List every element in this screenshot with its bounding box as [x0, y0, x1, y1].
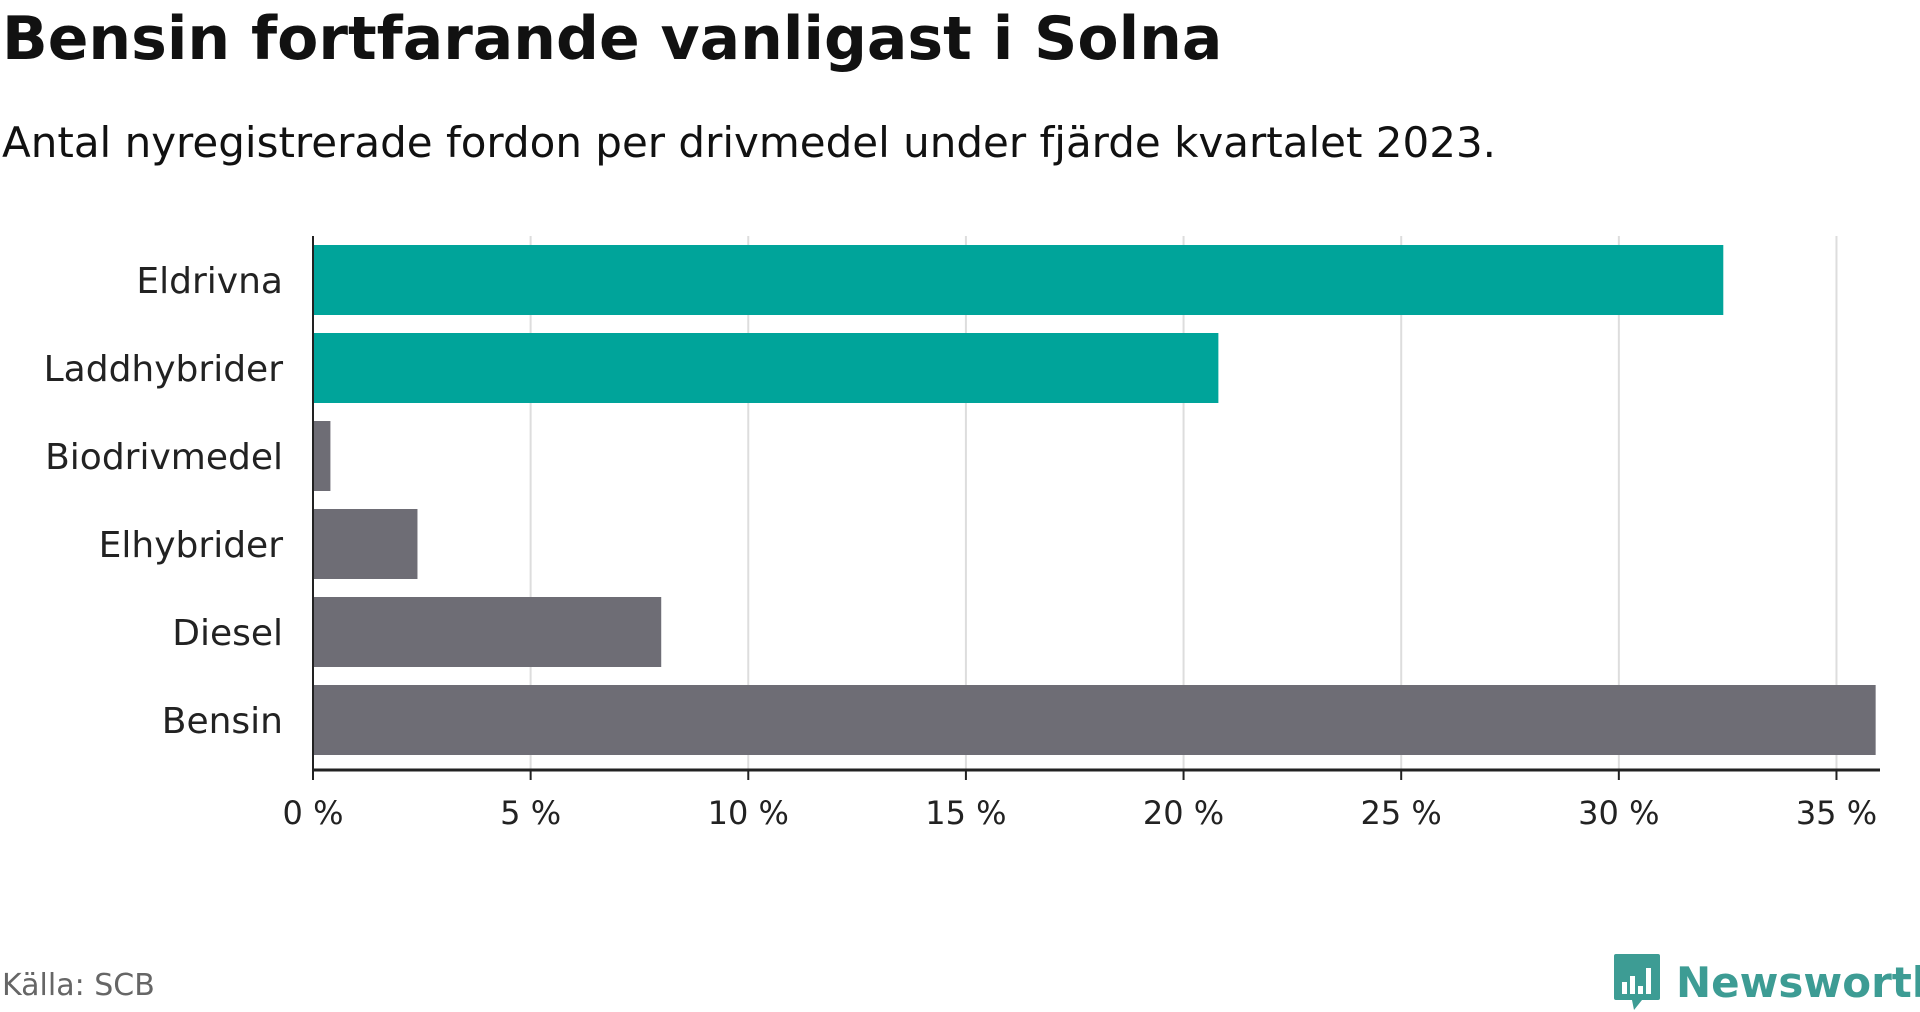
bar-diesel: [313, 597, 662, 667]
chart-title: Bensin fortfarande vanligast i Solna: [2, 4, 1223, 74]
brand-name: Newsworthy: [1676, 957, 1920, 1007]
chart-subtitle: Antal nyregistrerade fordon per drivmede…: [2, 118, 1497, 167]
category-label-diesel: Diesel: [172, 613, 283, 654]
x-tick-label-6: 30 %: [1578, 794, 1659, 832]
x-tick-label-3: 15 %: [925, 794, 1006, 832]
bar-elhybrider: [313, 509, 418, 579]
x-tick-label-7: 35 %: [1796, 794, 1877, 832]
x-tick-label-0: 0 %: [283, 794, 344, 832]
bar-biodrivmedel: [313, 421, 331, 491]
x-tick-label-4: 20 %: [1143, 794, 1224, 832]
category-label-bensin: Bensin: [162, 701, 283, 742]
category-label-eldrivna: Eldrivna: [136, 261, 283, 302]
bar-eldrivna: [313, 245, 1724, 315]
category-label-elhybrider: Elhybrider: [99, 525, 284, 566]
x-tick-label-2: 10 %: [708, 794, 789, 832]
brand-logo: Newsworthy: [1612, 952, 1920, 1012]
bar-laddhybrider: [313, 333, 1219, 403]
x-tick-label-1: 5 %: [500, 794, 561, 832]
category-label-biodrivmedel: Biodrivmedel: [45, 437, 283, 478]
category-label-laddhybrider: Laddhybrider: [44, 349, 284, 390]
x-tick-label-5: 25 %: [1361, 794, 1442, 832]
source-label: Källa: SCB: [2, 968, 155, 1003]
newsworthy-icon: [1614, 954, 1660, 1010]
bar-bensin: [313, 685, 1876, 755]
